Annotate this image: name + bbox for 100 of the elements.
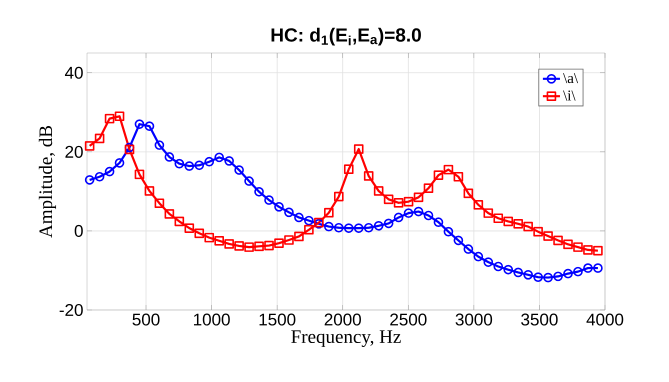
point [194, 228, 204, 238]
x-tick-label: 1000 [194, 314, 230, 326]
point [493, 262, 504, 272]
point [404, 208, 414, 218]
point [264, 240, 274, 250]
point [394, 212, 404, 222]
point [134, 170, 144, 180]
point [434, 170, 444, 180]
point [324, 208, 334, 218]
point [593, 246, 603, 256]
point [493, 213, 504, 224]
point [394, 198, 404, 208]
point [184, 161, 194, 171]
point [563, 240, 573, 250]
point [454, 236, 464, 246]
point [114, 111, 124, 122]
point [563, 268, 573, 278]
point [553, 236, 563, 246]
point [573, 242, 583, 252]
point [404, 196, 414, 206]
point [154, 140, 164, 150]
point [304, 216, 314, 226]
point [204, 232, 214, 242]
point [384, 194, 394, 204]
x-tick-label: 500 [132, 314, 160, 326]
point [254, 186, 264, 197]
point [384, 218, 394, 228]
point [104, 114, 114, 124]
point [294, 212, 304, 222]
point [94, 134, 104, 144]
point [444, 164, 454, 174]
y-tick-label: 20 [65, 146, 83, 158]
point [224, 156, 234, 166]
legend-label: \a\ [563, 73, 578, 84]
point [234, 165, 244, 175]
point [344, 164, 354, 174]
point [84, 141, 94, 151]
point [324, 222, 334, 232]
point [424, 183, 434, 194]
point [164, 209, 174, 219]
point [474, 200, 484, 210]
point [523, 222, 533, 232]
point [374, 220, 384, 231]
point [503, 216, 514, 226]
point [513, 268, 523, 278]
point [334, 192, 344, 202]
point [354, 144, 364, 154]
x-tick-label: 1500 [260, 314, 296, 326]
point [94, 172, 104, 182]
y-tick-label: 40 [64, 66, 83, 79]
point [154, 198, 164, 208]
point [274, 238, 284, 248]
point [424, 210, 434, 220]
chart-title: HC: d$_{1}$(E$_{i}$,E$_{a}$)=8.0 [272, 28, 421, 46]
point [573, 266, 583, 276]
y-tick-label: 0 [74, 224, 83, 237]
point [194, 160, 204, 170]
point [244, 242, 254, 252]
point [374, 186, 384, 196]
point [503, 264, 514, 274]
point [553, 272, 563, 282]
y-tick-label: -20 [60, 304, 83, 316]
point [174, 158, 184, 169]
point [234, 241, 244, 251]
y-axis-title: Amplitude, dB [38, 126, 56, 238]
point [474, 252, 484, 262]
point [513, 219, 523, 229]
point [224, 239, 234, 249]
point [214, 236, 224, 246]
point [84, 175, 94, 185]
point [144, 121, 154, 131]
point [264, 195, 274, 205]
point [214, 152, 224, 162]
point [364, 171, 374, 181]
point [533, 226, 543, 237]
point [364, 222, 374, 233]
point [184, 223, 194, 233]
point [593, 263, 603, 273]
x-axis-title: Frequency, Hz [291, 330, 401, 347]
point [284, 235, 294, 245]
x-tick-label: 3000 [456, 314, 492, 326]
point [533, 272, 543, 282]
point [434, 217, 444, 228]
point [334, 222, 344, 233]
point [583, 263, 593, 273]
point [464, 244, 474, 254]
point [284, 208, 294, 218]
x-tick-label: 3500 [521, 314, 558, 326]
x-tick-label: 4000 [586, 314, 624, 326]
point [464, 188, 474, 198]
point [583, 245, 593, 255]
point [523, 270, 533, 280]
point [304, 224, 314, 235]
point [543, 231, 553, 241]
point [414, 192, 424, 202]
point [483, 257, 494, 267]
point [244, 176, 254, 186]
point [134, 119, 144, 129]
point [114, 158, 124, 168]
point [344, 223, 354, 233]
